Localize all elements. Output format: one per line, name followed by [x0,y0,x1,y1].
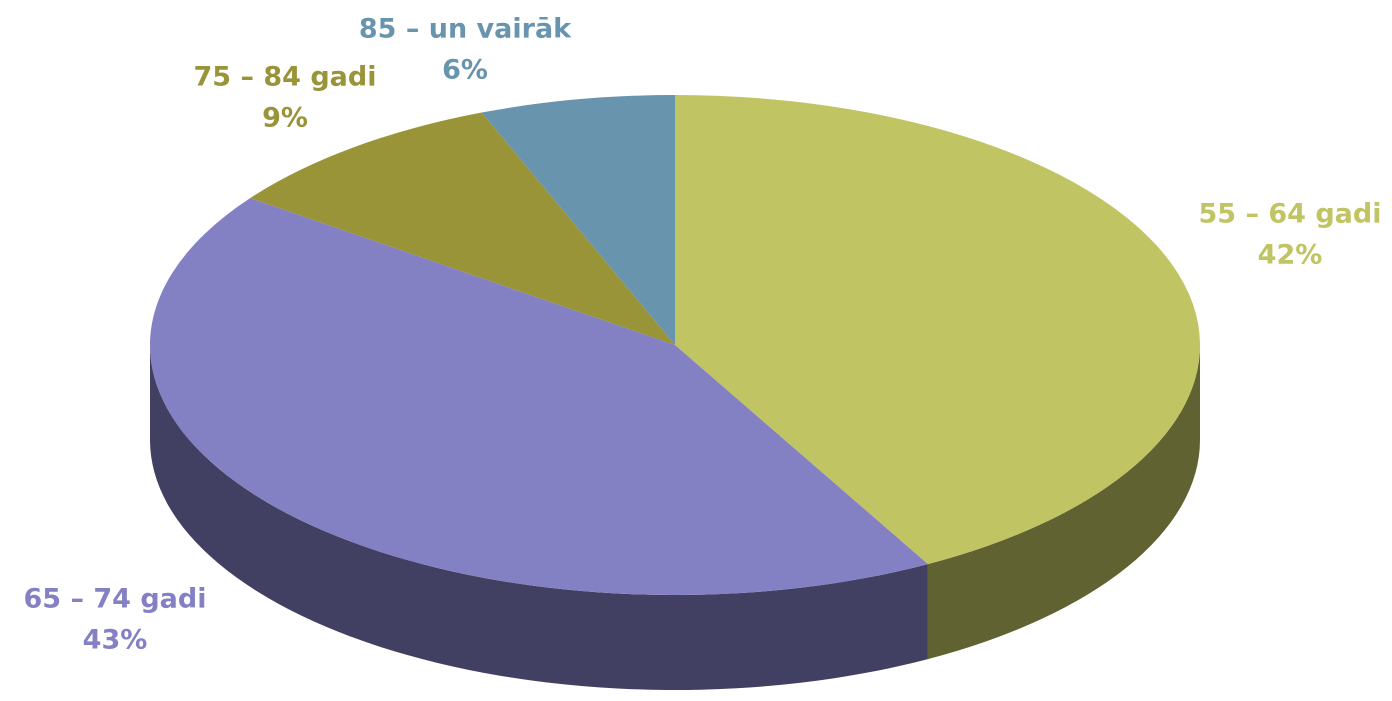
slice-value-label: 42% [1258,240,1323,271]
slice-side [927,345,1200,660]
slice-value-label: 43% [83,625,148,656]
slice-label: 75 – 84 gadi [194,62,377,93]
slice [250,112,675,345]
slice [150,198,928,595]
slice-label: 65 – 74 gadi [24,584,207,615]
slice-value-label: 6% [442,55,488,86]
slice-side [150,345,928,690]
slice-label: 55 – 64 gadi [1199,199,1382,230]
slice [675,95,1200,565]
slice-value-label: 9% [262,103,308,134]
slice [481,95,675,345]
slice-label: 85 – un vairāk [359,14,572,45]
